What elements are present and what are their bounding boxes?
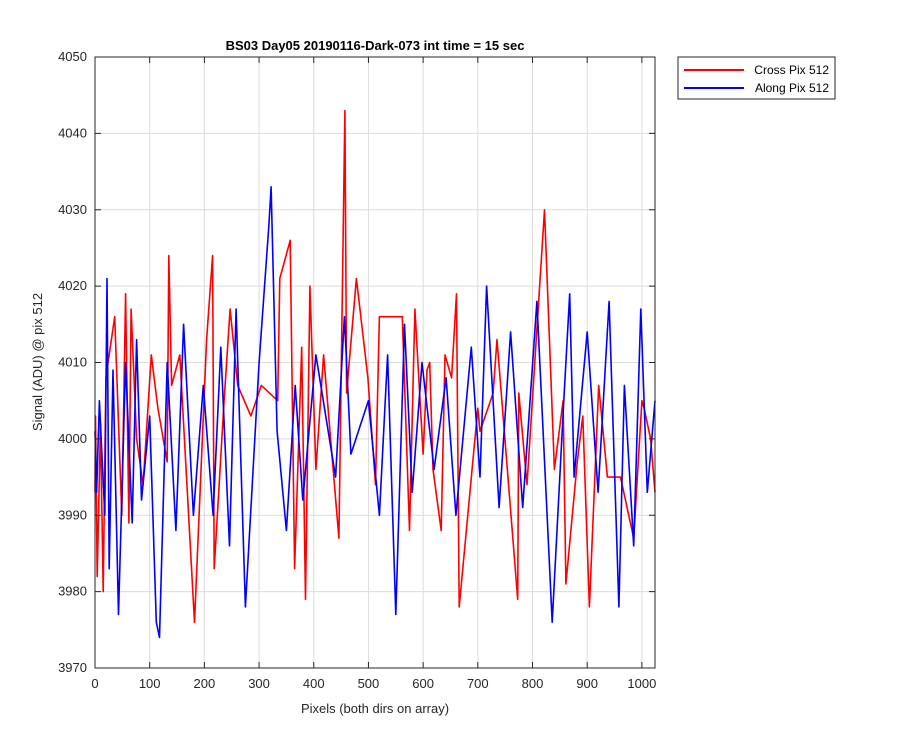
x-tick-label: 500 [358,676,380,691]
x-tick-label: 0 [91,676,98,691]
x-tick-label: 400 [303,676,325,691]
tick-labels: 0 100 200 300 400 500 600 700 800 900 1000 3970 3980… [58,49,656,691]
series-layer [94,109,656,639]
series-line-along [94,186,656,639]
y-tick-label: 4000 [58,431,87,446]
x-tick-label: 600 [412,676,434,691]
legend-label-cross: Cross Pix 512 [754,63,829,77]
y-tick-label: 4020 [58,278,87,293]
x-tick-label: 800 [522,676,544,691]
x-tick-label: 900 [576,676,598,691]
y-axis-label: Signal (ADU) @ pix 512 [30,293,45,431]
chart-title: BS03 Day05 20190116-Dark-073 int time = … [226,38,525,53]
x-tick-label: 100 [139,676,161,691]
x-tick-label: 300 [248,676,270,691]
x-tick-label: 1000 [627,676,656,691]
y-tick-label: 4040 [58,125,87,140]
y-tick-label: 3980 [58,584,87,599]
x-tick-label: 200 [194,676,216,691]
y-tick-label: 3990 [58,507,87,522]
x-tick-label: 700 [467,676,489,691]
y-tick-label: 3970 [58,660,87,675]
y-tick-label: 4050 [58,49,87,64]
x-axis-label: Pixels (both dirs on array) [301,701,449,716]
y-tick-label: 4030 [58,202,87,217]
legend-label-along: Along Pix 512 [755,81,829,95]
legend-box [677,56,836,100]
y-tick-label: 4010 [58,355,87,370]
legend: Cross Pix 512 Along Pix 512 [677,56,836,100]
series-line-cross [94,109,656,624]
axis-ticks [94,56,655,669]
